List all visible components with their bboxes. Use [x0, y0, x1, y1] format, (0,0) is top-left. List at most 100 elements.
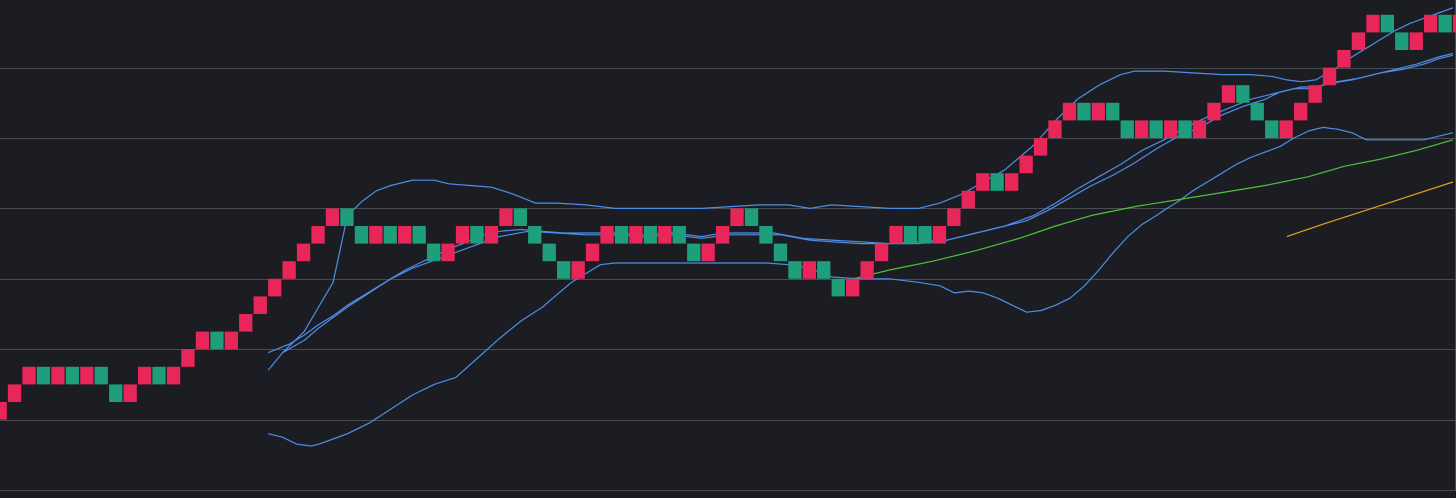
renko-brick-up [1322, 67, 1337, 86]
renko-brick-up [1019, 155, 1033, 174]
renko-brick-up [730, 208, 744, 226]
renko-brick-down [340, 208, 354, 226]
renko-brick-down [1250, 102, 1264, 121]
renko-brick-up [455, 226, 470, 244]
renko-brick-down [1149, 120, 1163, 138]
renko-brick-down [210, 331, 224, 350]
renko-brick-up [1135, 120, 1149, 138]
renko-brick-up [1221, 85, 1236, 103]
renko-brick-down [528, 226, 542, 244]
renko-brick-up [123, 384, 137, 402]
renko-brick-down [918, 226, 932, 244]
renko-brick-up [1033, 138, 1048, 156]
renko-brick-down [427, 243, 441, 262]
bollinger-lower-line [267, 126, 1454, 447]
renko-brick-down [1380, 14, 1394, 33]
renko-brick-up [1207, 102, 1221, 121]
renko-brick-down [1106, 102, 1120, 121]
renko-brick-down [614, 226, 629, 244]
renko-brick-up [441, 243, 455, 262]
renko-brick-down [1236, 85, 1250, 103]
renko-brick-up [268, 278, 282, 297]
renko-brick-up [369, 226, 383, 244]
bollinger-upper-line [267, 7, 1454, 371]
renko-brick-down [817, 261, 831, 279]
renko-brick-down [1120, 120, 1134, 138]
bollinger-middle-2-line [267, 52, 1454, 354]
renko-brick-down [990, 173, 1004, 191]
renko-brick-up [181, 349, 195, 367]
renko-brick-down [903, 226, 918, 244]
renko-brick-down [1178, 120, 1192, 138]
renko-brick-up [976, 173, 990, 191]
moving-average-orange-line [1286, 181, 1454, 238]
renko-brick-up [1062, 102, 1077, 121]
renko-brick-up [311, 226, 325, 244]
renko-brick-down [672, 226, 686, 244]
renko-brick-up [282, 261, 296, 279]
renko-brick-up [1452, 14, 1456, 33]
renko-brick-up [224, 331, 238, 350]
renko-brick-up [1048, 120, 1062, 138]
renko-brick-down [744, 208, 759, 226]
renko-brick-up [947, 208, 961, 226]
renko-brick-down [354, 226, 369, 244]
renko-brick-up [484, 226, 499, 244]
renko-brick-down [412, 226, 426, 244]
renko-brick-up [961, 190, 975, 209]
moving-average-green-line [853, 139, 1454, 280]
renko-brick-up [1366, 14, 1380, 33]
renko-brick-down [109, 384, 123, 402]
renko-brick-up [889, 226, 903, 244]
renko-brick-up [701, 243, 715, 262]
renko-brick-up [253, 296, 267, 314]
renko-brick-up [80, 366, 94, 385]
renko-brick-up [138, 366, 152, 385]
renko-brick-down [1395, 32, 1409, 50]
renko-brick-down [831, 278, 845, 297]
renko-brick-up [296, 243, 311, 262]
renko-brick-down [788, 261, 802, 279]
renko-brick-down [1438, 14, 1452, 33]
renko-brick-up [658, 226, 672, 244]
renko-brick-down [759, 226, 773, 244]
renko-brick-up [846, 278, 860, 297]
renko-brick-down [470, 226, 484, 244]
renko-brick-down [152, 366, 166, 385]
renko-brick-up [585, 243, 600, 262]
renko-brick-down [513, 208, 527, 226]
renko-brick-down [643, 226, 658, 244]
renko-brick-up [932, 226, 947, 244]
renko-brick-up [1337, 50, 1351, 68]
renko-brick-down [1265, 120, 1279, 138]
renko-brick-up [1308, 85, 1322, 103]
renko-brick-up [195, 331, 210, 350]
renko-brick-up [166, 366, 181, 385]
renko-brick-up [1424, 14, 1438, 33]
renko-brick-down [36, 366, 51, 385]
renko-brick-up [22, 366, 36, 385]
renko-brick-down [557, 261, 571, 279]
renko-brick-up [1091, 102, 1105, 121]
renko-brick-down [773, 243, 788, 262]
renko-brick-up [325, 208, 340, 226]
renko-brick-up [1409, 32, 1423, 50]
renko-brick-up [398, 226, 412, 244]
renko-brick-up [716, 226, 730, 244]
renko-brick-up [7, 384, 22, 402]
renko-brick-up [1005, 173, 1019, 191]
renko-brick-up [600, 226, 614, 244]
renko-brick-up [239, 314, 253, 332]
renko-brick-up [1351, 32, 1366, 50]
renko-brick-up [860, 261, 874, 279]
renko-brick-down [542, 243, 556, 262]
renko-brick-up [499, 208, 513, 226]
renko-brick-up [1164, 120, 1178, 138]
renko-brick-up [629, 226, 643, 244]
renko-brick-up [874, 243, 889, 262]
renko-brick-down [1077, 102, 1091, 121]
renko-brick-down [383, 226, 397, 244]
